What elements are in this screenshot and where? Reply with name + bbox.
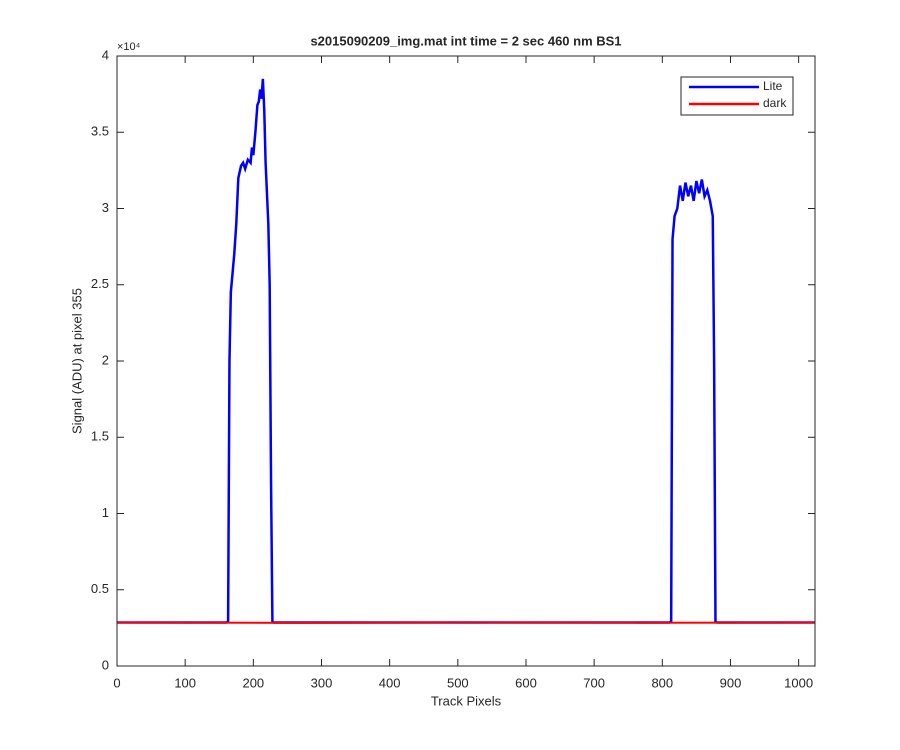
y-tick-label: 0 bbox=[102, 657, 109, 672]
y-tick-label: 2 bbox=[102, 352, 109, 367]
x-tick-label: 400 bbox=[379, 675, 401, 690]
y-tick-label: 2.5 bbox=[91, 276, 109, 291]
x-tick-label: 500 bbox=[447, 675, 469, 690]
x-tick-label: 800 bbox=[651, 675, 673, 690]
x-tick-label: 300 bbox=[311, 675, 333, 690]
y-tick-label: 1 bbox=[102, 505, 109, 520]
y-tick-label: 3.5 bbox=[91, 124, 109, 139]
legend-label: dark bbox=[763, 96, 787, 110]
y-tick-label: 0.5 bbox=[91, 581, 109, 596]
legend-label: Lite bbox=[763, 79, 783, 93]
y-tick-label: 3 bbox=[102, 200, 109, 215]
x-axis-label: Track Pixels bbox=[431, 693, 502, 708]
y-tick-label: 1.5 bbox=[91, 429, 109, 444]
x-tick-label: 600 bbox=[515, 675, 537, 690]
y-tick-label: 4 bbox=[102, 47, 109, 62]
x-tick-label: 100 bbox=[174, 675, 196, 690]
legend-box bbox=[680, 76, 794, 116]
x-tick-label: 200 bbox=[242, 675, 264, 690]
axes-box bbox=[116, 55, 816, 667]
y-exponent: ×10⁴ bbox=[117, 41, 141, 53]
data-line bbox=[117, 78, 815, 624]
chart-title: s2015090209_img.mat int time = 2 sec 460… bbox=[310, 33, 621, 48]
x-tick-label: 700 bbox=[583, 675, 605, 690]
x-tick-label: 900 bbox=[720, 675, 742, 690]
y-axis-label: Signal (ADU) at pixel 355 bbox=[69, 288, 84, 434]
x-tick-label: 0 bbox=[113, 675, 120, 690]
x-tick-label: 1000 bbox=[784, 675, 813, 690]
